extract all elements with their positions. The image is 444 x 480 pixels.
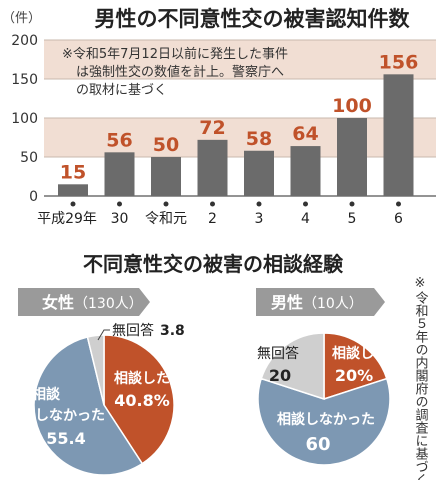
male-group-label: 男性	[271, 293, 303, 312]
female-consulted-value: 40.8%	[114, 391, 170, 410]
female-pie-labels: 相談した 40.8% 相談 しなかった 55.4 無回答 3.8	[32, 322, 185, 448]
y-axis-label: （件）	[2, 11, 41, 26]
male-not-consulted-label: 相談しなかった	[277, 411, 375, 428]
female-no-answer-value: 3.8	[160, 323, 185, 339]
x-tick-dot	[349, 201, 355, 207]
female-header-bg	[18, 288, 150, 316]
x-tick-dot	[210, 201, 215, 207]
bar-3	[244, 150, 274, 196]
female-consulted-label: 相談した	[114, 370, 170, 387]
bar-value-label: 100	[332, 95, 372, 117]
female-no-answer-text: 無回答 3.8	[112, 322, 185, 339]
grid-band-2	[44, 40, 436, 79]
female-not-consulted-label-2: しなかった	[35, 408, 105, 424]
pie-section: 不同意性交の被害の相談経験 女性（130人） 男性（10人） 相談した 40.8…	[18, 252, 428, 480]
female-not-consulted-value: 55.4	[46, 429, 85, 448]
x-tick-label: 令和元	[145, 211, 187, 227]
x-tick-label: 2	[208, 211, 217, 227]
pie-slice-no-answer	[86, 334, 105, 406]
x-tick-dot	[163, 201, 169, 207]
bar-value-label: 58	[246, 128, 272, 150]
bar-4	[290, 146, 321, 196]
male-consulted-value: 20%	[335, 366, 373, 385]
female-count-label: （130人）	[74, 296, 143, 312]
male-no-answer-value: 20	[269, 366, 291, 385]
x-tick-label: 3	[255, 211, 264, 227]
bar-5	[337, 118, 367, 196]
bar-平成29年	[58, 184, 88, 196]
note-line-2: は強制性交の数値を計上。警察庁へ	[76, 64, 284, 80]
y-tick-label: 50	[20, 150, 38, 166]
male-no-answer-label: 無回答	[257, 345, 299, 362]
y-tick-label: 150	[11, 72, 38, 88]
female-header: 女性（130人）	[18, 288, 150, 316]
y-tick-label: 200	[11, 33, 38, 49]
female-no-answer-label: 無回答	[112, 322, 154, 339]
x-tick-label: 5	[348, 211, 357, 227]
male-not-consulted-value: 60	[305, 434, 330, 455]
x-tick-dot	[256, 201, 262, 207]
note-line-1: ※令和5年7月12日以前に発生した事件	[62, 46, 288, 62]
bar-2	[197, 139, 228, 196]
male-header: 男性（10人）	[256, 288, 385, 316]
x-tick-dot	[117, 201, 122, 207]
bar-value-label: 56	[106, 129, 132, 151]
female-no-answer-leader	[97, 329, 110, 341]
y-tick-label: 0	[29, 189, 38, 205]
svg-text:男性（10人）: 男性（10人）	[271, 293, 363, 312]
bar-value-label: 64	[292, 123, 318, 145]
x-tick-dot	[303, 201, 308, 207]
x-tick-label: 30	[111, 211, 129, 227]
male-pie	[257, 332, 391, 466]
female-group-label: 女性	[42, 293, 74, 312]
male-consulted-label: 相談した	[332, 345, 388, 362]
pie-slice-not-consulted	[33, 336, 144, 476]
male-pie-labels: 無回答 20 相談した 20% 相談しなかった 60	[257, 345, 388, 455]
grid-band-1	[44, 118, 436, 157]
bar-令和元	[151, 157, 181, 196]
y-tick-label: 100	[11, 111, 38, 127]
pie-slice-consulted	[323, 332, 388, 401]
bar-value-label: 72	[199, 117, 225, 139]
female-pie	[33, 334, 175, 476]
x-tick-dot	[396, 201, 401, 207]
x-tick-label: 4	[301, 211, 310, 227]
bar-chart-note: ※令和5年7月12日以前に発生した事件 は強制性交の数値を計上。警察庁へ の取材…	[62, 46, 288, 98]
svg-text:女性（130人）: 女性（130人）	[42, 293, 143, 312]
survey-note: ※令和５年の内閣府の調査に基づく	[413, 276, 429, 480]
bar-value-label: 15	[60, 161, 86, 183]
x-tick-label: 6	[394, 211, 403, 227]
bar-30	[104, 152, 135, 196]
pie-slice-not-consulted	[257, 377, 391, 466]
x-tick-label: 平成29年	[37, 211, 97, 227]
x-tick-dot	[70, 201, 76, 207]
note-line-3: の取材に基づく	[76, 83, 167, 98]
bar-chart-title: 男性の不同意性交の被害認知件数	[95, 7, 411, 31]
male-count-label: （10人）	[303, 296, 363, 312]
male-header-bg	[256, 288, 385, 316]
pie-slice-no-answer	[260, 332, 325, 401]
bar-6	[383, 74, 414, 196]
pie-section-title: 不同意性交の被害の相談経験	[83, 252, 344, 276]
bar-value-label: 50	[153, 134, 179, 156]
bar-value-label: 156	[379, 51, 419, 73]
female-not-consulted-label-1: 相談	[32, 386, 61, 403]
